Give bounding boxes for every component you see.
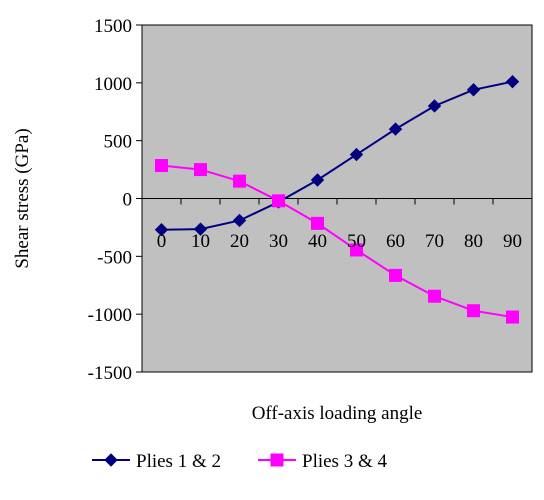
data-point <box>232 213 247 228</box>
y-tick-label: 0 <box>123 190 133 211</box>
data-point <box>272 194 285 208</box>
data-point <box>350 243 363 257</box>
data-point <box>155 159 168 173</box>
legend-marker <box>270 453 284 467</box>
y-tick-label: 1000 <box>94 74 132 95</box>
data-point <box>310 173 325 187</box>
series-line <box>161 80 513 231</box>
data-point <box>193 222 208 236</box>
x-tick-label: 50 <box>347 231 366 252</box>
data-point <box>428 289 441 303</box>
x-tick-label: 70 <box>425 231 444 252</box>
x-tick-label: 60 <box>386 231 405 252</box>
legend-item: Plies 3 & 4 <box>258 451 387 472</box>
data-point <box>467 304 480 318</box>
legend-label: Plies 1 & 2 <box>136 451 221 472</box>
y-tick-label: -1500 <box>88 363 132 384</box>
x-tick-label: 40 <box>308 231 327 252</box>
data-point <box>389 268 402 282</box>
data-point <box>505 74 520 89</box>
y-tick-label: -500 <box>97 247 132 268</box>
x-tick-label: 10 <box>191 231 210 252</box>
series-1 <box>154 74 520 237</box>
y-tick-label: 1500 <box>94 16 132 37</box>
x-tick-label: 90 <box>503 231 522 252</box>
data-point <box>154 223 169 237</box>
y-tick-label: -1000 <box>88 305 132 326</box>
data-point <box>506 310 519 324</box>
x-tick-label: 0 <box>157 231 167 252</box>
legend: Plies 1 & 2 Plies 3 & 4 <box>92 451 387 472</box>
data-point <box>349 147 364 162</box>
data-point <box>427 99 442 113</box>
legend-label: Plies 3 & 4 <box>302 451 387 472</box>
series-line <box>161 164 513 319</box>
series-2 <box>155 159 519 324</box>
data-point <box>233 174 246 188</box>
x-tick-label: 30 <box>269 231 288 252</box>
y-axis-title: Shear stress (GPa) <box>12 128 33 268</box>
legend-marker <box>104 453 118 467</box>
data-point <box>194 163 207 177</box>
data-point <box>388 122 403 136</box>
y-tick-label: 500 <box>104 132 133 153</box>
data-point <box>466 83 481 97</box>
x-axis-title: Off-axis loading angle <box>252 403 423 424</box>
x-tick-label: 80 <box>464 231 483 252</box>
data-point <box>311 216 324 230</box>
legend-item: Plies 1 & 2 <box>92 451 221 472</box>
x-tick-label: 20 <box>230 231 249 252</box>
